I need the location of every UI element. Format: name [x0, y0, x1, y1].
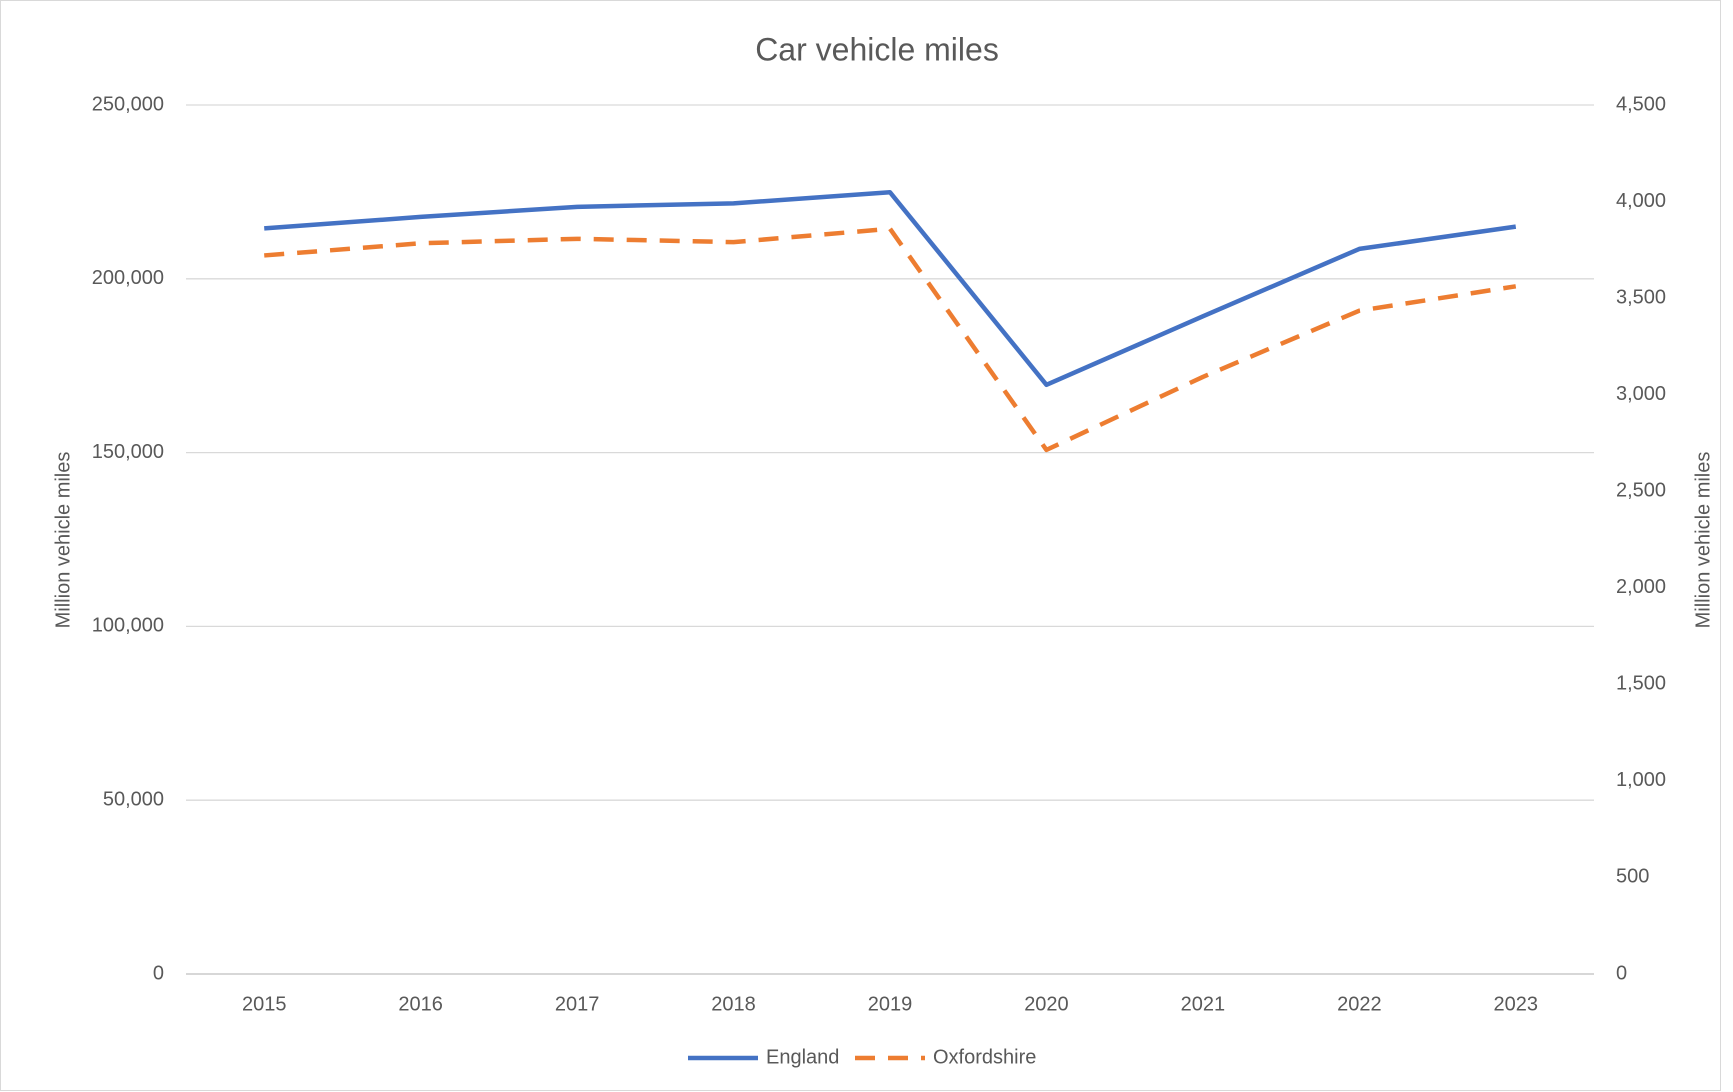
y2-tick-label: 1,500	[1616, 673, 1666, 695]
y-tick-label: 200,000	[92, 267, 164, 289]
y2-tick-label: 2,000	[1616, 576, 1666, 598]
y-tick-label: 250,000	[92, 93, 164, 115]
legend-label: Oxfordshire	[933, 1046, 1036, 1068]
chart-title: Car vehicle miles	[755, 31, 999, 67]
y-tick-label: 0	[153, 962, 164, 984]
series-line	[264, 189, 1517, 388]
y-tick-label: 150,000	[92, 441, 164, 463]
y2-tick-label: 3,500	[1616, 286, 1666, 308]
x-tick-label: 2023	[1494, 993, 1539, 1015]
y-tick-label: 100,000	[92, 615, 164, 637]
y-axis-label: Million vehicle miles	[52, 452, 74, 629]
legend-label: England	[766, 1046, 839, 1068]
y-tick-label: 50,000	[103, 788, 164, 810]
y2-tick-label: 4,500	[1616, 93, 1666, 115]
y2-axis-label: Million vehicle miles	[1692, 452, 1714, 629]
x-tick-label: 2018	[711, 993, 756, 1015]
y2-tick-label: 3,000	[1616, 383, 1666, 405]
y2-tick-label: 500	[1616, 866, 1649, 888]
y2-tick-label: 4,000	[1616, 190, 1666, 212]
x-tick-label: 2022	[1337, 993, 1382, 1015]
series-line	[264, 226, 1517, 453]
y2-tick-label: 1,000	[1616, 769, 1666, 791]
x-tick-label: 2021	[1181, 993, 1226, 1015]
x-tick-label: 2019	[868, 993, 913, 1015]
y2-tick-label: 2,500	[1616, 480, 1666, 502]
x-tick-label: 2017	[555, 993, 600, 1015]
x-tick-label: 2015	[242, 993, 287, 1015]
x-tick-label: 2016	[398, 993, 443, 1015]
x-tick-label: 2020	[1024, 993, 1069, 1015]
y2-tick-label: 0	[1616, 962, 1627, 984]
